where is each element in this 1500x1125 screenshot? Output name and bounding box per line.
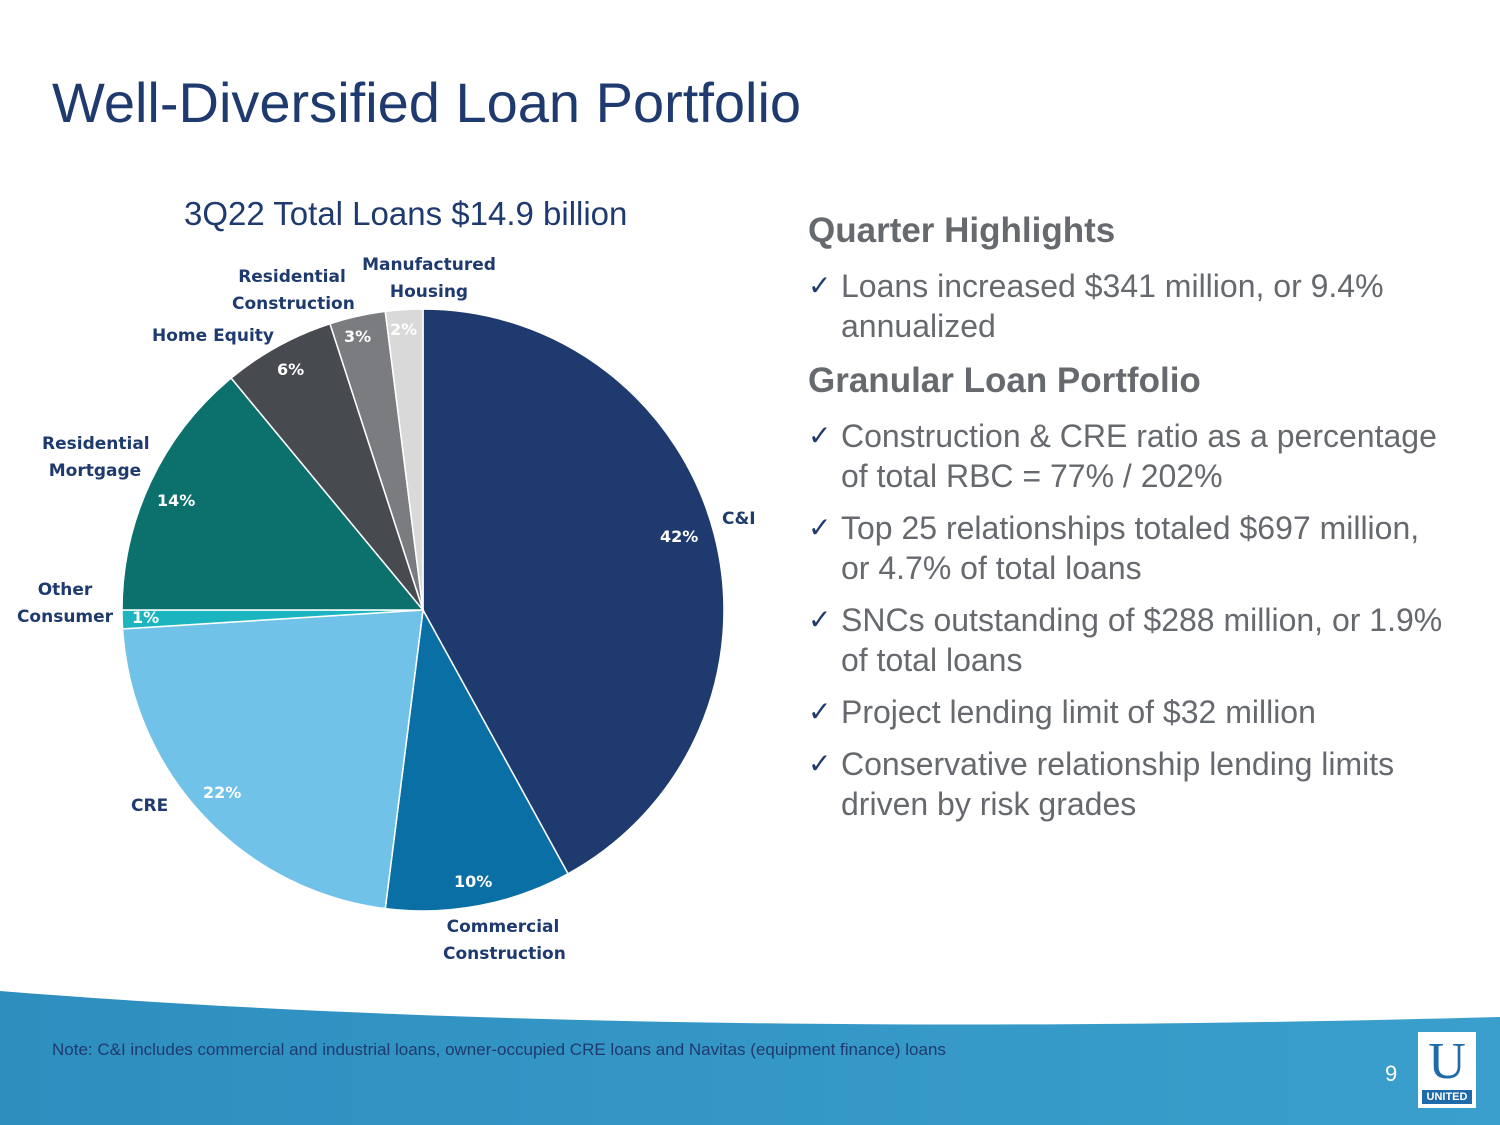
footnote: Note: C&I includes commercial and indust… — [52, 1040, 946, 1059]
pie-slice-manufactured-housing — [384, 308, 424, 611]
slice-label-cre: CRE — [131, 796, 169, 816]
highlight-item: ✓ Construction & CRE ratio as a percenta… — [808, 416, 1448, 496]
granular-portfolio-list: ✓ Construction & CRE ratio as a percenta… — [808, 416, 1448, 824]
slice-label-home-equity: Home Equity — [152, 326, 274, 346]
slice-pct-commercial-construction: 10% — [454, 872, 493, 891]
highlight-text: Construction & CRE ratio as a percentage… — [841, 418, 1437, 494]
quarter-highlights-heading: Quarter Highlights — [808, 211, 1116, 250]
slice-pct-residential-construction: 3% — [344, 327, 372, 346]
page-number: 9 — [1385, 1061, 1398, 1086]
slice-label-ci: C&I — [722, 509, 756, 529]
slice-pct-home-equity: 6% — [277, 360, 305, 379]
logo-letter: U — [1428, 1033, 1466, 1090]
checkmark-icon: ✓ — [808, 695, 832, 728]
slide-title: Well-Diversified Loan Portfolio — [52, 71, 802, 134]
pie-slice-commercial-construction — [384, 607, 570, 912]
pie-slice-cre — [121, 609, 424, 910]
slice-pct-ci: 42% — [660, 527, 699, 546]
slice-pct-manufactured-housing: 2% — [390, 320, 418, 339]
pie-slice-c-i — [422, 308, 725, 875]
checkmark-icon: ✓ — [808, 419, 832, 452]
slice-label-manufactured-housing: Manufactured Housing — [362, 255, 496, 302]
chart-title: 3Q22 Total Loans $14.9 billion — [184, 195, 628, 232]
slice-label-other-consumer: Other Consumer — [16, 580, 114, 627]
highlight-text: Conservative relationship lending limits… — [841, 746, 1395, 822]
checkmark-icon: ✓ — [808, 511, 832, 544]
slice-label-commercial-construction: Commercial Construction — [443, 917, 566, 964]
slice-label-residential-mortgage: Residential Mortgage — [42, 434, 150, 481]
highlight-item: ✓ Conservative relationship lending limi… — [808, 744, 1448, 824]
highlight-text: Project lending limit of $32 million — [841, 694, 1316, 730]
highlights-panel: Quarter Highlights ✓ Loans increased $34… — [808, 208, 1448, 836]
checkmark-icon: ✓ — [808, 269, 832, 302]
granular-portfolio-heading: Granular Loan Portfolio — [808, 361, 1201, 400]
slice-pct-other-consumer: 1% — [132, 608, 160, 627]
slice-pct-residential-mortgage: 14% — [157, 491, 196, 510]
highlight-text: Loans increased $341 million, or 9.4% an… — [841, 268, 1384, 344]
logo-wordmark: UNITED — [1422, 1090, 1472, 1104]
highlight-item: ✓ Project lending limit of $32 million — [808, 692, 1448, 732]
loan-portfolio-pie-chart — [121, 308, 725, 912]
highlight-item: ✓ SNCs outstanding of $288 million, or 1… — [808, 600, 1448, 680]
highlight-item: ✓ Top 25 relationships totaled $697 mill… — [808, 508, 1448, 588]
united-logo: U UNITED — [1418, 1032, 1476, 1108]
pie-slice-residential-mortgage — [121, 377, 425, 611]
highlight-text: SNCs outstanding of $288 million, or 1.9… — [841, 602, 1443, 678]
footer-band — [0, 991, 1500, 1125]
checkmark-icon: ✓ — [808, 747, 832, 780]
checkmark-icon: ✓ — [808, 603, 832, 636]
highlight-item: ✓ Loans increased $341 million, or 9.4% … — [808, 266, 1448, 346]
highlight-text: Top 25 relationships totaled $697 millio… — [841, 510, 1420, 586]
slice-pct-cre: 22% — [203, 783, 242, 802]
quarter-highlights-list: ✓ Loans increased $341 million, or 9.4% … — [808, 266, 1448, 346]
slice-label-residential-construction: Residential Construction — [232, 267, 355, 314]
